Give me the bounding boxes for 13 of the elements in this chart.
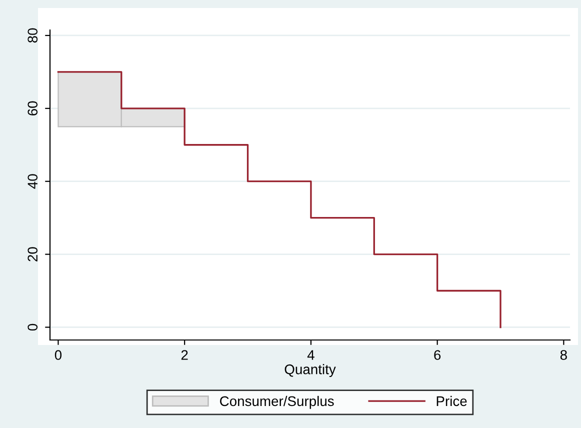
y-tick-label: 20: [28, 247, 38, 262]
legend-label: Consumer/Surplus: [220, 396, 334, 409]
x-tick-label: 4: [307, 350, 314, 360]
y-tick-label: 0: [28, 324, 38, 331]
x-tick-label: 8: [560, 350, 567, 360]
x-axis-title: Quantity: [284, 364, 336, 378]
y-tick-label: 60: [28, 101, 38, 116]
x-tick-label: 0: [54, 350, 62, 360]
y-tick-label: 80: [28, 28, 38, 43]
x-tick-label: 6: [434, 350, 441, 360]
legend-label: Price: [436, 396, 467, 406]
y-tick-label: 40: [28, 174, 38, 189]
x-tick-label: 2: [181, 350, 188, 360]
